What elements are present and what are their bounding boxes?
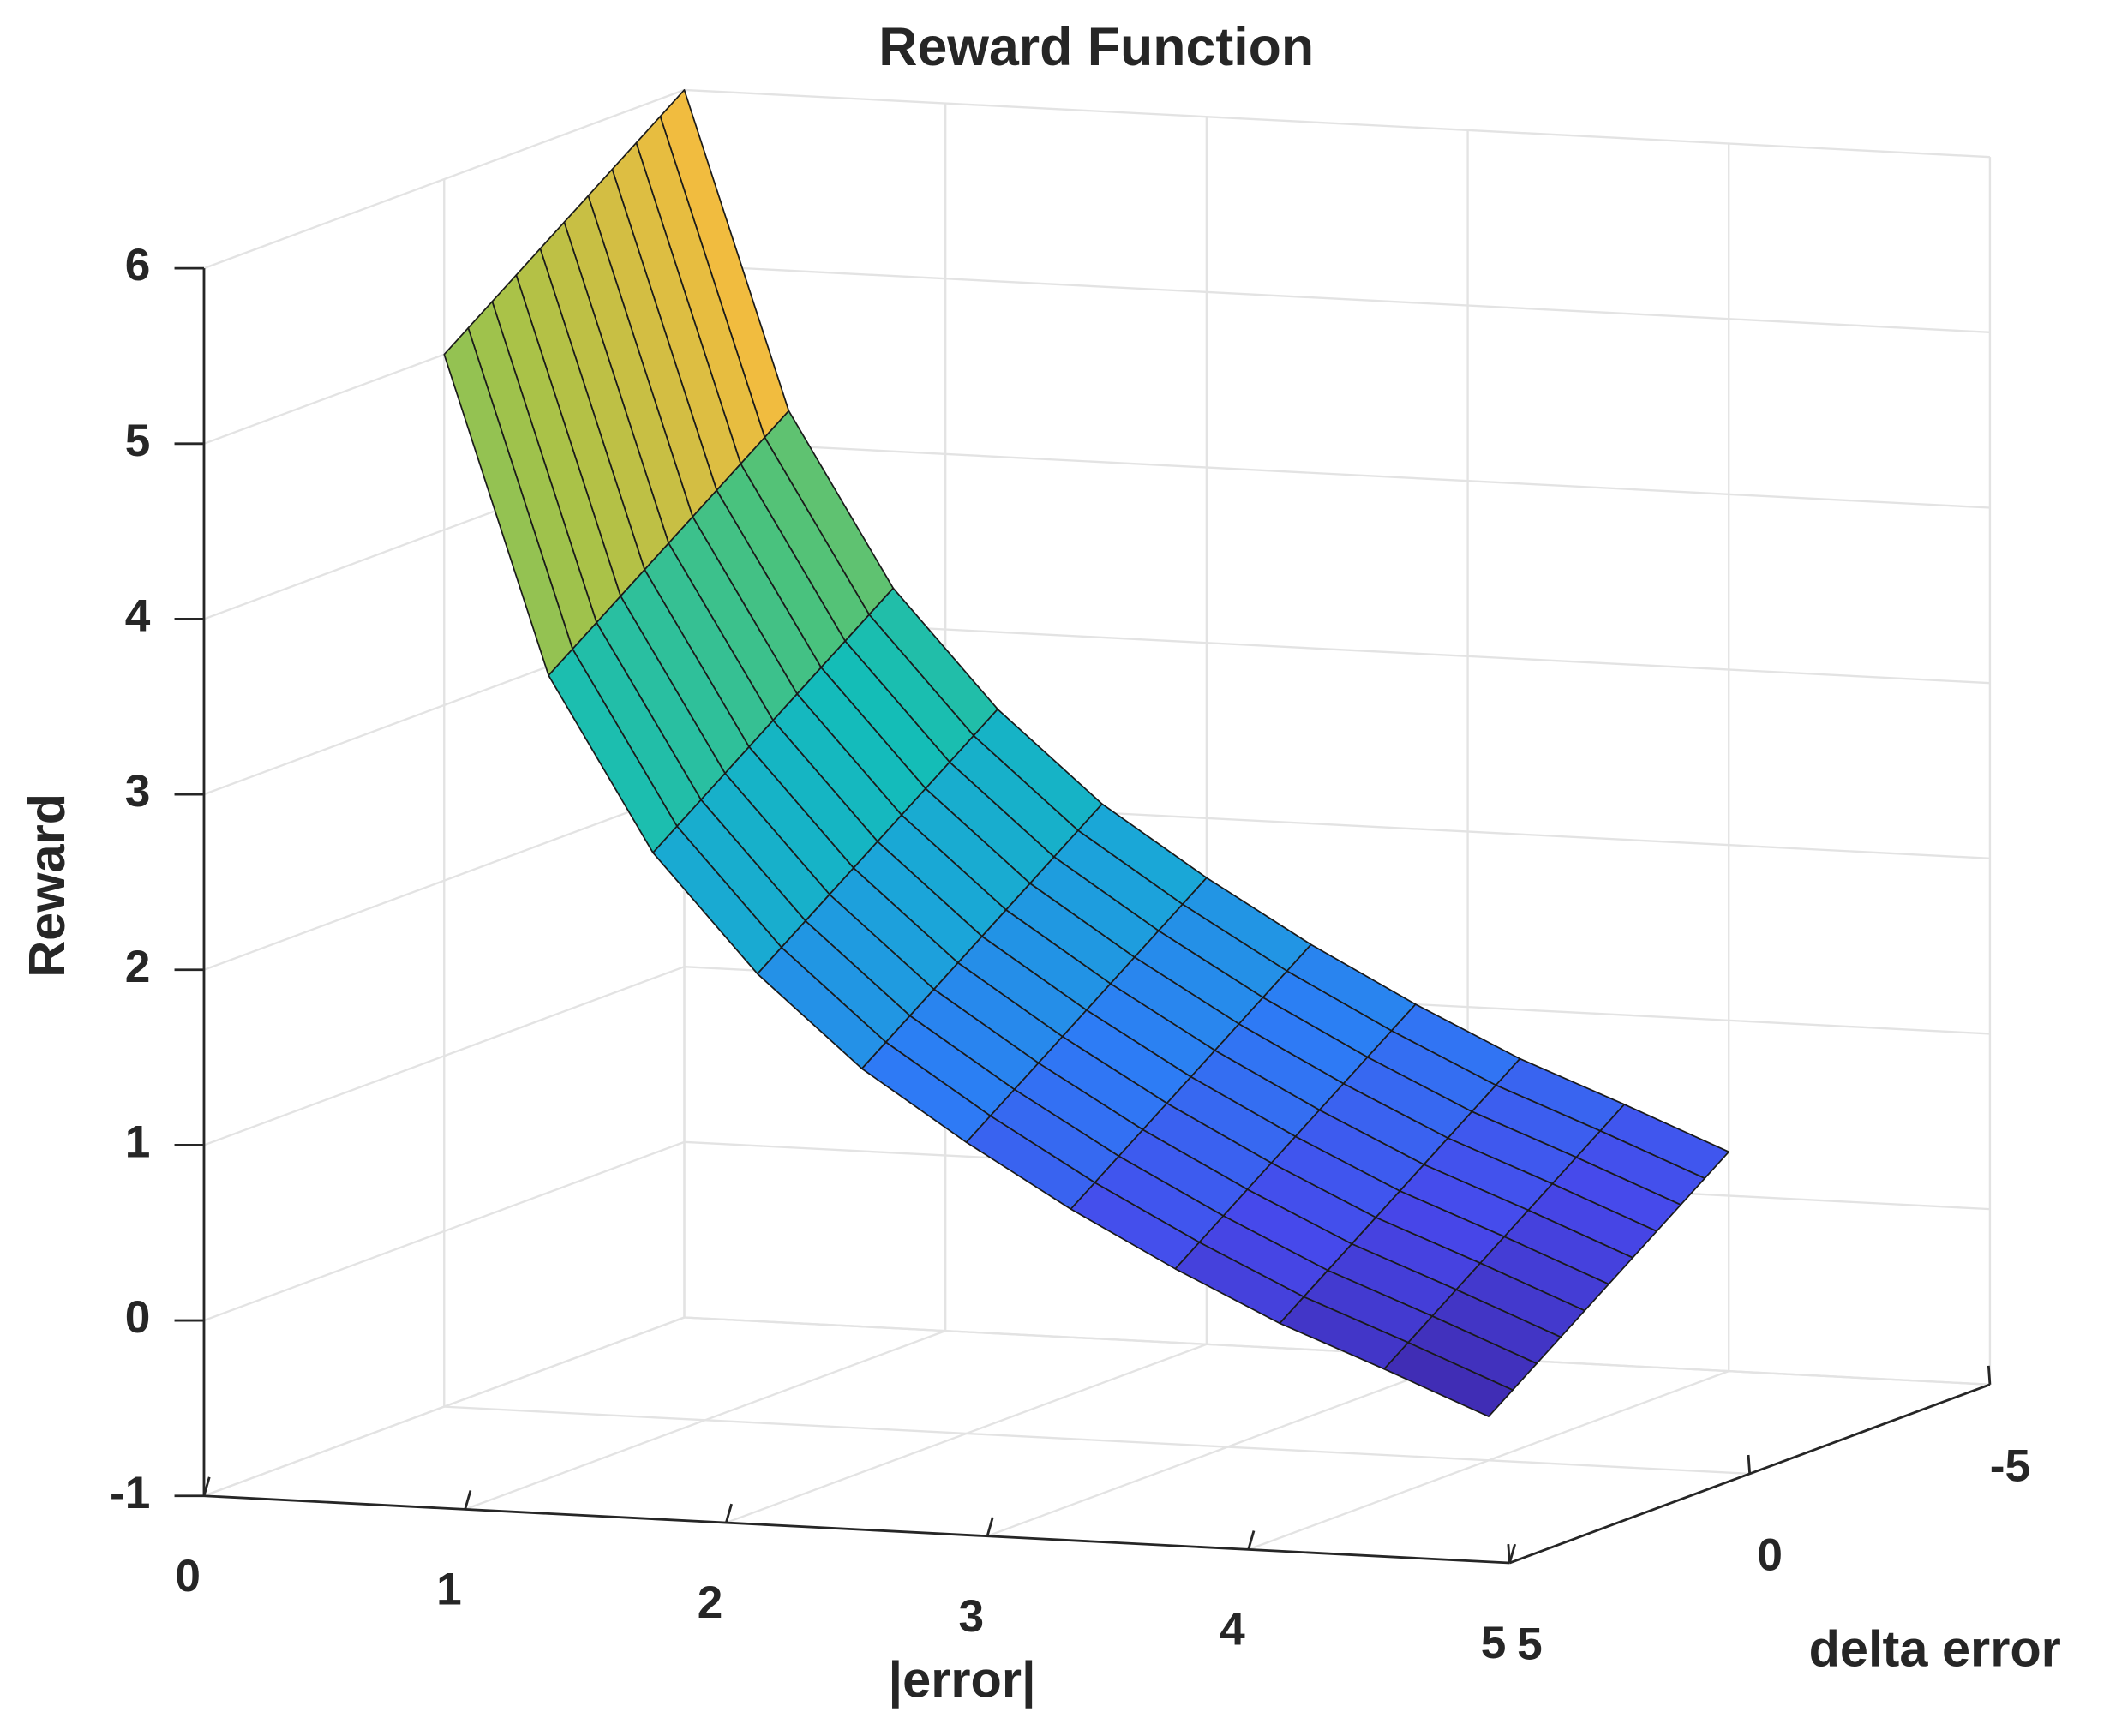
x-axis-label: |error|	[889, 1651, 1036, 1709]
x-tick-label: 5	[1481, 1618, 1507, 1668]
z-tick-label: 3	[125, 766, 151, 817]
x-tick	[464, 1490, 472, 1510]
z-tick-label: 6	[125, 240, 151, 290]
grid-line	[203, 966, 685, 1146]
y-tick	[1507, 1544, 1511, 1564]
z-tick-label: -1	[110, 1468, 150, 1518]
x-tick	[1247, 1530, 1256, 1550]
z-tick-label: 1	[125, 1116, 151, 1167]
y-axis-label: delta error	[1809, 1620, 2061, 1678]
y-tick	[1747, 1454, 1752, 1475]
y-tick-label: 5	[1517, 1619, 1543, 1670]
y-tick-label: 0	[1757, 1530, 1783, 1581]
surface-face	[1383, 1341, 1514, 1417]
grid-line	[684, 1316, 1990, 1386]
z-tick-label: 5	[125, 416, 151, 466]
x-tick	[724, 1503, 733, 1523]
grid-line	[444, 1405, 1750, 1476]
grid-line	[684, 440, 1990, 509]
z-tick-label: 0	[125, 1292, 151, 1343]
grid-line	[203, 1140, 685, 1322]
axes: 0 1 2 3 4 5 -5 0 5 -1 0 1 2 3 4 5 6	[110, 240, 2030, 1670]
x-tick	[202, 1476, 211, 1497]
grid-line	[203, 790, 685, 971]
x-tick-label: 4	[1220, 1605, 1245, 1655]
surface	[443, 89, 1730, 1417]
x-tick-label: 1	[436, 1565, 462, 1615]
x-tick-label: 3	[958, 1591, 984, 1642]
grid-line	[203, 1316, 685, 1497]
x-tick	[986, 1517, 994, 1537]
z-tick-label: 2	[125, 942, 151, 992]
x-tick-label: 0	[175, 1551, 201, 1601]
chart-title: Reward Function	[878, 17, 1314, 77]
x-tick-label: 2	[698, 1577, 723, 1628]
grid-line	[684, 88, 1990, 159]
y-tick-label: -5	[1990, 1440, 2030, 1491]
grid-line	[684, 264, 1990, 334]
grid-line	[203, 88, 685, 270]
y-tick	[1987, 1365, 1992, 1385]
z-tick-label: 4	[125, 591, 151, 642]
z-axis-label: Reward	[18, 793, 75, 978]
x-axis-line	[203, 1494, 1510, 1565]
